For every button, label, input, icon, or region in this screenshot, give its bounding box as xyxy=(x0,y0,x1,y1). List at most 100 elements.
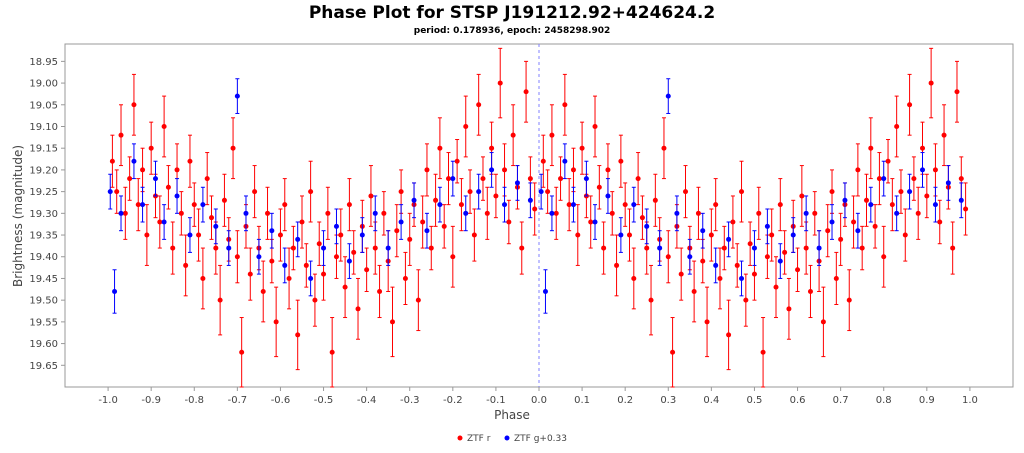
data-point xyxy=(786,306,792,312)
data-point xyxy=(170,245,176,251)
point-ztf-r xyxy=(196,208,202,262)
point-ztf-r xyxy=(876,152,882,206)
point-ztf-r xyxy=(691,260,697,323)
data-point xyxy=(751,271,757,277)
data-point xyxy=(437,145,443,151)
point-ztf-r xyxy=(902,208,908,262)
point-ztf-r xyxy=(217,264,223,336)
point-ztf-r xyxy=(364,247,370,292)
point-ztf-r xyxy=(579,121,585,175)
data-point xyxy=(342,284,348,290)
point-ztf-g xyxy=(657,230,663,266)
y-tick-label: 18.95 xyxy=(29,57,58,68)
data-point xyxy=(558,176,564,182)
data-point xyxy=(213,245,219,251)
data-point xyxy=(321,245,327,251)
data-point xyxy=(894,123,900,129)
point-ztf-r xyxy=(290,225,296,271)
data-point xyxy=(174,167,180,173)
point-ztf-g xyxy=(816,230,822,266)
data-point xyxy=(385,245,391,251)
data-point xyxy=(484,210,490,216)
point-ztf-g xyxy=(282,247,288,284)
chart-subtitle: period: 0.178936, epoch: 2458298.902 xyxy=(414,26,610,36)
data-point xyxy=(756,210,762,216)
point-ztf-r xyxy=(609,191,615,236)
data-point xyxy=(700,228,706,234)
data-point xyxy=(252,189,258,195)
data-point xyxy=(321,271,327,277)
point-ztf-g xyxy=(437,186,443,223)
point-ztf-r xyxy=(308,160,314,223)
point-ztf-r xyxy=(170,221,176,275)
point-ztf-r xyxy=(825,204,831,258)
data-point xyxy=(428,245,434,251)
point-ztf-g xyxy=(829,204,835,240)
point-ztf-g xyxy=(346,243,352,279)
point-ztf-g xyxy=(583,160,589,197)
data-point xyxy=(631,275,637,281)
data-point xyxy=(183,262,189,268)
point-ztf-r xyxy=(838,212,844,266)
point-ztf-r xyxy=(471,208,477,262)
data-point xyxy=(889,202,895,208)
point-ztf-g xyxy=(463,195,469,232)
data-point xyxy=(476,102,482,108)
point-ztf-r xyxy=(721,225,727,271)
point-ztf-g xyxy=(713,247,719,284)
x-tick-label: -0.3 xyxy=(400,395,420,406)
x-tick-label: 0.2 xyxy=(617,395,633,406)
point-ztf-r xyxy=(601,221,607,275)
point-ztf-r xyxy=(704,286,710,358)
data-point xyxy=(542,288,548,294)
point-ztf-g xyxy=(118,195,124,232)
x-tick-label: -0.2 xyxy=(443,395,463,406)
point-ztf-r xyxy=(639,195,645,240)
point-ztf-r xyxy=(277,208,283,262)
data-point xyxy=(107,189,113,195)
data-point xyxy=(924,193,930,199)
y-tick-label: 19.35 xyxy=(29,231,58,242)
data-point xyxy=(881,176,887,182)
point-ztf-r xyxy=(458,178,464,232)
point-ztf-r xyxy=(889,178,895,232)
data-point xyxy=(187,232,193,238)
x-tick-label: 0.0 xyxy=(531,395,547,406)
point-ztf-r xyxy=(127,156,133,201)
point-ztf-r xyxy=(631,247,637,310)
point-ztf-r xyxy=(407,212,413,266)
data-point xyxy=(476,189,482,195)
data-point xyxy=(187,158,193,164)
data-point xyxy=(282,262,288,268)
data-point xyxy=(454,158,460,164)
point-ztf-r xyxy=(114,169,120,214)
data-point xyxy=(876,176,882,182)
data-point xyxy=(674,210,680,216)
point-ztf-g xyxy=(200,186,206,223)
data-point xyxy=(734,262,740,268)
point-ztf-g xyxy=(234,78,240,114)
data-point xyxy=(782,249,788,255)
data-point xyxy=(963,206,969,212)
point-ztf-r xyxy=(394,204,400,258)
point-ztf-g xyxy=(605,178,611,214)
data-point xyxy=(820,319,826,325)
data-point xyxy=(644,245,650,251)
data-point xyxy=(769,232,775,238)
y-tick-label: 19.10 xyxy=(29,122,58,133)
point-ztf-r xyxy=(661,117,667,180)
point-ztf-r xyxy=(221,173,227,227)
y-tick-label: 19.40 xyxy=(29,252,58,263)
y-tick-label: 19.00 xyxy=(29,79,58,90)
y-tick-label: 19.55 xyxy=(29,317,58,328)
point-ztf-r xyxy=(588,195,594,249)
point-ztf-r xyxy=(463,95,469,158)
point-ztf-r xyxy=(726,299,732,371)
point-ztf-r xyxy=(756,186,762,240)
point-ztf-r xyxy=(506,199,512,245)
point-ztf-r xyxy=(493,173,499,219)
data-point xyxy=(863,197,869,203)
data-point xyxy=(657,245,663,251)
data-point xyxy=(902,232,908,238)
